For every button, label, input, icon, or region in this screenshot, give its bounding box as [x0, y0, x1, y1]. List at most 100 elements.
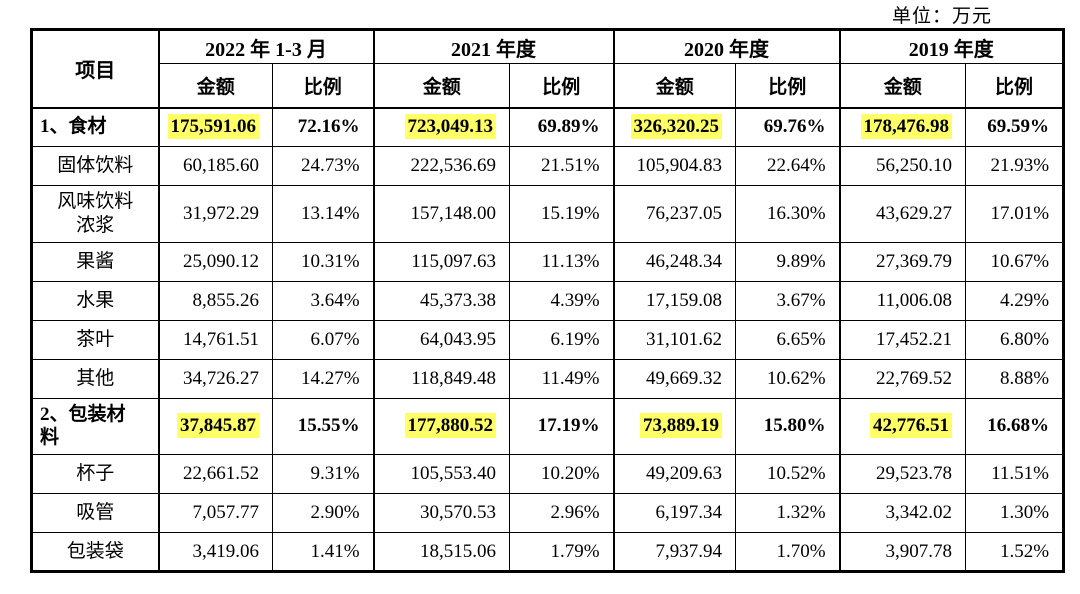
amount-cell: 3,907.78	[838, 532, 967, 572]
amount-cell: 723,049.13	[372, 106, 511, 147]
item-column-header: 项目	[31, 29, 159, 108]
amount-cell: 17,159.08	[612, 280, 737, 321]
amount-cell: 222,536.69	[372, 146, 511, 186]
amount-cell: 6,197.34	[612, 493, 737, 533]
period-header-2022: 2022 年 1-3 月	[157, 29, 375, 64]
highlighted-value: 723,049.13	[404, 114, 497, 140]
table-row: 果酱 25,090.12 10.31% 115,097.63 11.13% 46,248.…	[31, 241, 1065, 282]
highlighted-value: 177,880.52	[404, 413, 497, 439]
ratio-cell: 10.20%	[509, 454, 615, 494]
row-label: 吸管	[31, 493, 159, 533]
highlighted-value: 73,889.19	[640, 413, 723, 439]
ratio-cell: 10.62%	[735, 358, 841, 399]
amount-cell: 27,369.79	[838, 241, 967, 282]
ratio-cell: 14.27%	[271, 358, 375, 399]
amount-cell: 177,880.52	[372, 397, 511, 455]
ratio-cell: 24.73%	[271, 146, 375, 186]
ratio-cell: 6.07%	[271, 319, 375, 360]
ratio-cell: 6.80%	[965, 319, 1065, 360]
ratio-cell: 11.13%	[509, 241, 615, 282]
table-row: 其他 34,726.27 14.27% 118,849.48 11.49% 49,669.…	[31, 358, 1065, 399]
sub-header-row: 金额 比例 金额 比例 金额 比例 金额 比例	[32, 63, 1065, 108]
ratio-cell: 1.52%	[965, 532, 1065, 572]
ratio-cell: 15.55%	[271, 397, 375, 455]
amount-cell: 178,476.98	[838, 106, 967, 147]
amount-cell: 42,776.51	[838, 397, 967, 455]
ratio-cell: 21.93%	[965, 146, 1065, 186]
ratio-cell: 1.79%	[509, 532, 615, 572]
amount-cell: 11,006.08	[838, 280, 967, 321]
ratio-cell: 1.41%	[271, 532, 375, 572]
amount-cell: 3,419.06	[157, 532, 273, 572]
ratio-cell: 9.89%	[735, 241, 841, 282]
ratio-cell: 69.59%	[965, 106, 1065, 147]
ratio-cell: 8.88%	[965, 358, 1065, 399]
table-body: 1、食材 175,591.06 72.16% 723,049.13 69.89% 326,…	[31, 106, 1065, 572]
ratio-cell: 3.64%	[271, 280, 375, 321]
ratio-cell: 11.51%	[965, 454, 1065, 494]
amount-cell: 105,904.83	[612, 146, 737, 186]
amount-cell: 7,057.77	[157, 493, 273, 533]
row-label: 杯子	[31, 454, 159, 494]
amount-header: 金额	[372, 63, 511, 108]
unit-label: 单位：万元	[891, 6, 992, 27]
ratio-cell: 1.70%	[735, 532, 841, 572]
amount-cell: 31,972.29	[157, 185, 273, 243]
amount-cell: 34,726.27	[157, 358, 273, 399]
amount-cell: 76,237.05	[612, 185, 737, 243]
ratio-cell: 6.19%	[509, 319, 615, 360]
amount-cell: 46,248.34	[612, 241, 737, 282]
ratio-cell: 21.51%	[509, 146, 615, 186]
row-label: 其他	[31, 358, 159, 399]
amount-cell: 115,097.63	[372, 241, 511, 282]
amount-cell: 118,849.48	[372, 358, 511, 399]
amount-header: 金额	[612, 63, 737, 108]
ratio-cell: 15.19%	[509, 185, 615, 243]
amount-cell: 45,373.38	[372, 280, 511, 321]
ratio-header: 比例	[509, 63, 615, 108]
amount-cell: 105,553.40	[372, 454, 511, 494]
ratio-cell: 15.80%	[735, 397, 841, 455]
amount-cell: 14,761.51	[157, 319, 273, 360]
amount-cell: 49,669.32	[612, 358, 737, 399]
row-label: 风味饮料 浓浆	[31, 185, 159, 243]
ratio-cell: 69.89%	[509, 106, 615, 147]
ratio-cell: 2.96%	[509, 493, 615, 533]
table-row: 吸管 7,057.77 2.90% 30,570.53 2.96% 6,197.34 1.3…	[31, 493, 1065, 533]
cost-composition-table: 项目 2022 年 1-3 月 2021 年度 2020 年度 2019 年度 …	[30, 28, 1066, 573]
amount-cell: 73,889.19	[612, 397, 737, 455]
ratio-cell: 3.67%	[735, 280, 841, 321]
amount-cell: 30,570.53	[372, 493, 511, 533]
table-row: 风味饮料 浓浆 31,972.29 13.14% 157,148.00 15.19% 76…	[31, 185, 1065, 243]
amount-cell: 175,591.06	[157, 106, 273, 147]
ratio-cell: 4.29%	[965, 280, 1065, 321]
highlighted-value: 175,591.06	[167, 114, 259, 140]
ratio-cell: 10.52%	[735, 454, 841, 494]
amount-header: 金额	[838, 63, 967, 108]
amount-cell: 49,209.63	[612, 454, 737, 494]
ratio-header: 比例	[965, 63, 1065, 108]
amount-cell: 22,661.52	[157, 454, 273, 494]
ratio-cell: 4.39%	[509, 280, 615, 321]
row-label: 果酱	[31, 241, 159, 282]
ratio-cell: 10.67%	[965, 241, 1065, 282]
amount-cell: 56,250.10	[838, 146, 967, 186]
row-label: 包装袋	[31, 532, 159, 572]
row-label: 茶叶	[31, 319, 159, 360]
table-row: 固体饮料 60,185.60 24.73% 222,536.69 21.51% 105,9…	[31, 146, 1065, 186]
amount-cell: 22,769.52	[838, 358, 967, 399]
category-row: 2、包装材 料 37,845.87 15.55% 177,880.52 17.19% 73…	[31, 397, 1065, 455]
amount-cell: 43,629.27	[838, 185, 967, 243]
data-table: 项目 2022 年 1-3 月 2021 年度 2020 年度 2019 年度 …	[30, 28, 1066, 573]
amount-cell: 25,090.12	[157, 241, 273, 282]
amount-cell: 29,523.78	[838, 454, 967, 494]
amount-cell: 8,855.26	[157, 280, 273, 321]
amount-cell: 60,185.60	[157, 146, 273, 186]
ratio-cell: 1.32%	[735, 493, 841, 533]
ratio-cell: 69.76%	[735, 106, 841, 147]
highlighted-value: 42,776.51	[870, 413, 953, 439]
ratio-cell: 9.31%	[271, 454, 375, 494]
row-label: 1、食材	[31, 106, 159, 147]
amount-cell: 31,101.62	[612, 319, 737, 360]
